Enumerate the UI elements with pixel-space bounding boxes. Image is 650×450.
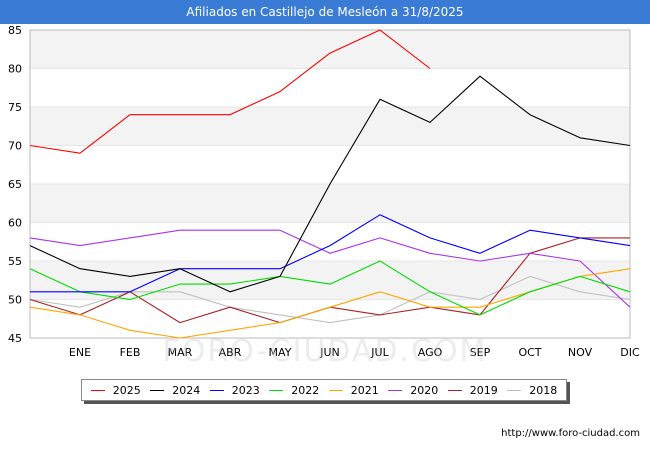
legend: 2025 2024 2023 2022 2021 2020 2019 2018 [81, 379, 567, 401]
legend-item-2022: 2022 [269, 384, 319, 397]
y-tick-label: 80 [8, 63, 22, 76]
legend-label: 2025 [112, 383, 141, 397]
legend-label: 2024 [172, 383, 201, 397]
y-tick-label: 50 [8, 294, 22, 307]
y-tick-label: 65 [8, 178, 22, 191]
y-tick-label: 85 [8, 24, 22, 37]
legend-swatch [90, 389, 105, 391]
grid-band [30, 107, 630, 146]
chart-title: Afiliados en Castillejo de Mesleón a 31/… [0, 0, 650, 24]
legend-swatch [209, 389, 224, 391]
x-tick-label: ABR [219, 346, 242, 359]
legend-item-2020: 2020 [388, 384, 438, 397]
x-tick-label: DIC [620, 346, 640, 359]
legend-label: 2018 [529, 383, 558, 397]
legend-swatch [269, 389, 284, 391]
legend-item-2024: 2024 [150, 384, 200, 397]
legend-item-2025: 2025 [90, 383, 141, 397]
y-tick-label: 55 [8, 255, 22, 268]
series-line-2024 [29, 75, 631, 293]
grid-band [30, 184, 630, 223]
y-tick-label: 75 [8, 101, 22, 114]
legend-item-2023: 2023 [209, 383, 260, 397]
series-line-2025 [29, 29, 431, 154]
x-tick-label: MAY [269, 346, 292, 359]
legend-label: 2022 [291, 383, 320, 397]
series-line-2020 [29, 229, 631, 308]
x-tick-label: NOV [568, 346, 593, 359]
series-line-2023 [30, 214, 631, 293]
source-url[interactable]: http://www.foro-ciudad.com [501, 428, 640, 439]
y-tick-label: 45 [8, 332, 22, 345]
legend-item-2019: 2019 [447, 383, 498, 397]
legend-swatch [150, 389, 165, 391]
legend-swatch [447, 389, 462, 391]
legend-label: 2021 [350, 383, 379, 397]
legend-label: 2023 [231, 383, 260, 397]
x-tick-label: OCT [518, 346, 541, 359]
grid-band [30, 261, 630, 300]
x-tick-label: ENE [69, 346, 91, 359]
y-tick-label: 70 [8, 140, 22, 153]
legend-swatch [388, 389, 403, 391]
legend-item-2018: 2018 [507, 384, 557, 397]
y-tick-label: 60 [8, 217, 22, 230]
x-tick-label: FEB [120, 346, 141, 359]
x-tick-label: JUL [370, 346, 389, 359]
x-tick-label: SEP [470, 346, 491, 359]
x-tick-label: JUN [319, 346, 340, 359]
legend-label: 2020 [410, 383, 439, 397]
legend-item-2021: 2021 [328, 383, 379, 397]
plot-frame [29, 29, 631, 339]
legend-label: 2019 [469, 383, 498, 397]
legend-swatch [328, 389, 343, 391]
series-line-2022 [29, 260, 631, 316]
grid-band [30, 30, 630, 69]
x-tick-label: AGO [418, 346, 443, 359]
x-tick-label: MAR [168, 346, 193, 359]
legend-swatch [507, 389, 522, 391]
